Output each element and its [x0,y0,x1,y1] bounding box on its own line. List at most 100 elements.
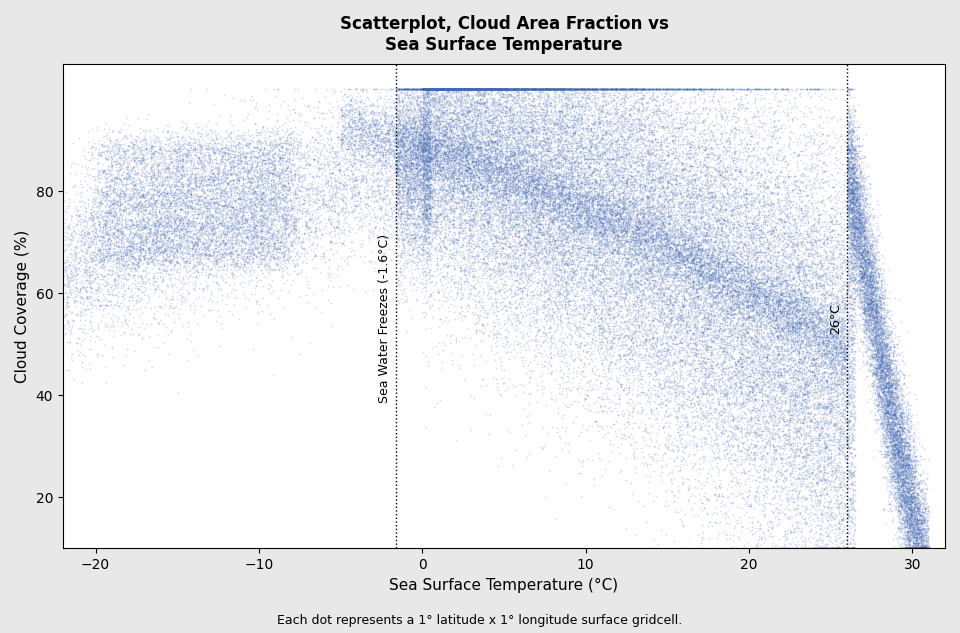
Point [257,210,273,220]
Point [395,128,410,139]
Point [601,196,616,206]
Point [595,315,611,325]
Point [324,175,339,185]
Point [729,299,744,309]
Point [777,375,792,385]
Point [275,152,290,162]
Point [595,246,611,256]
Point [780,234,795,244]
Point [554,236,569,246]
Point [96,146,111,156]
Point [392,167,407,177]
Point [656,342,671,353]
Point [488,269,503,279]
Point [762,270,778,280]
Point [551,119,566,129]
Point [770,188,785,198]
Point [540,226,556,236]
Point [467,157,482,167]
Point [852,253,867,263]
Point [872,332,887,342]
Point [165,160,180,170]
Point [847,320,862,330]
Point [456,84,471,94]
Point [773,370,788,380]
Point [743,300,758,310]
Point [772,379,787,389]
Point [707,383,722,393]
Point [882,321,898,331]
Point [750,307,765,317]
Point [619,207,635,217]
Point [441,254,456,264]
Point [512,232,527,242]
Point [106,184,121,194]
Point [420,161,436,171]
Point [546,230,562,240]
Point [426,183,442,193]
Point [391,114,406,124]
Point [800,468,815,478]
Point [618,108,634,118]
Point [856,303,872,313]
Point [534,212,549,222]
Point [709,208,725,218]
Point [851,206,866,216]
Point [658,237,673,247]
Point [573,222,588,232]
Point [867,352,882,362]
Point [589,84,605,94]
Point [858,230,874,240]
Point [863,328,878,338]
Point [553,267,568,277]
Point [62,284,78,294]
Point [416,162,431,172]
Point [129,243,144,253]
Point [872,393,887,403]
Point [237,139,252,149]
Point [557,273,572,283]
Point [771,406,786,416]
Point [744,225,759,235]
Point [731,306,746,316]
Point [627,84,642,94]
Point [756,376,771,386]
Point [272,163,287,173]
Point [390,128,405,139]
Point [167,190,182,200]
Point [575,227,590,237]
Point [420,220,436,230]
Point [883,423,899,434]
Point [523,119,539,129]
Point [763,380,779,391]
Point [402,101,418,111]
Point [866,274,881,284]
Point [647,367,662,377]
Point [620,322,636,332]
Point [654,476,669,486]
Point [744,126,759,136]
Point [873,380,888,390]
Point [717,331,732,341]
Point [786,215,802,225]
Point [701,315,716,325]
Point [609,114,624,124]
Point [214,156,229,166]
Point [421,185,437,196]
Point [753,448,768,458]
Point [362,192,377,202]
Point [408,149,423,159]
Point [659,270,674,280]
Point [555,183,570,193]
Point [664,382,680,392]
Point [710,291,726,301]
Point [858,325,874,335]
Point [876,393,891,403]
Point [545,250,561,260]
Point [615,222,631,232]
Point [455,84,470,94]
Point [582,198,597,208]
Point [905,479,921,489]
Point [585,197,600,207]
Point [708,325,724,335]
